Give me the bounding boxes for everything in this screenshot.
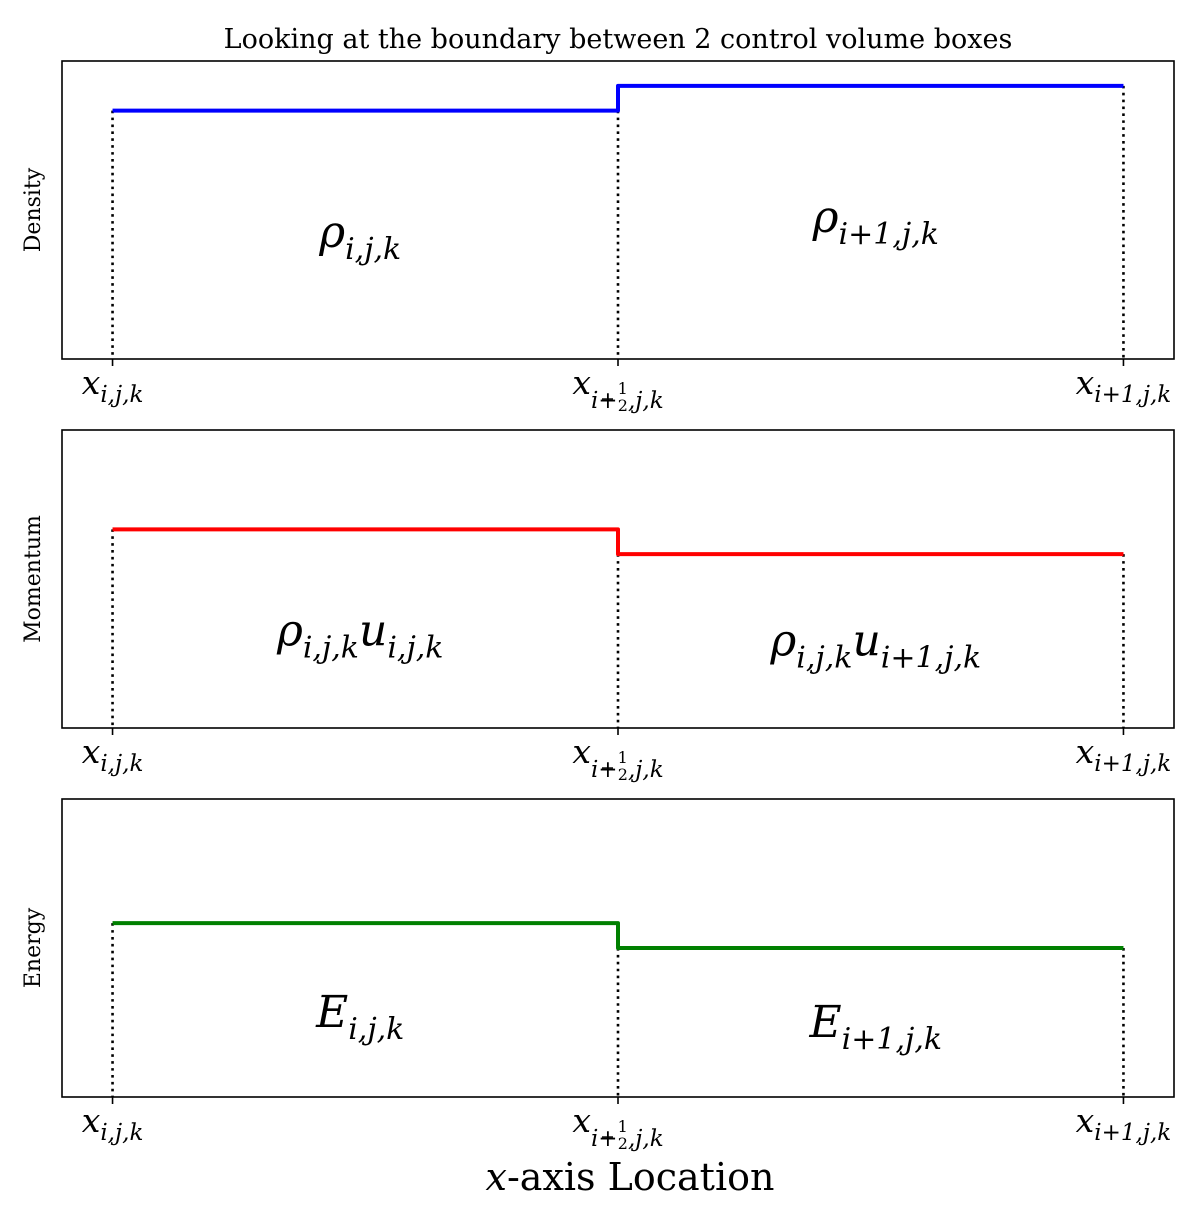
momentum-x-tick-label-0: xi,j,k xyxy=(82,732,144,777)
density-annotation-1: ρi+1,j,k xyxy=(812,192,939,252)
energy-y-axis-label: Energy xyxy=(21,907,46,988)
energy-annotation-0: Ei,j,k xyxy=(315,987,404,1047)
momentum-series-line xyxy=(112,527,1124,557)
energy-x-tick-label-0: xi,j,k xyxy=(82,1101,144,1146)
density-series-line xyxy=(112,83,1124,113)
energy-panel: Energy xi,j,k xi+1 2,j,k xi+1,j,k Ei,j,k Ei+1,… xyxy=(21,798,1175,1153)
energy-x-tick-label-1: xi+1 2,j,k xyxy=(572,1101,663,1153)
momentum-x-tick-label-1: xi+1 2,j,k xyxy=(572,732,663,784)
energy-annotation-1: Ei+1,j,k xyxy=(809,997,943,1057)
x-axis-label-text: -axis Location xyxy=(507,1155,774,1199)
density-panel: Density xi,j,k xi+1 2,j,k xi+1,j,k ρi,j,k ρi+1… xyxy=(21,60,1175,415)
momentum-y-axis-label: Momentum xyxy=(21,515,46,643)
x-axis-label: x-axis Location xyxy=(486,1155,775,1199)
energy-series-line xyxy=(112,921,1124,950)
density-x-tick-label-1: xi+1 2,j,k xyxy=(572,363,663,415)
figure-title: Looking at the boundary between 2 contro… xyxy=(224,24,1013,55)
density-x-tick-label-0: xi,j,k xyxy=(82,363,144,408)
momentum-annotation-0: ρi,j,kui,j,k xyxy=(276,606,444,666)
density-annotation-0: ρi,j,k xyxy=(318,207,401,267)
density-y-axis-label: Density xyxy=(21,167,46,252)
density-x-tick-label-2: xi+1,j,k xyxy=(1076,363,1172,408)
panels: Density xi,j,k xi+1 2,j,k xi+1,j,k ρi,j,k ρi+1… xyxy=(21,60,1175,1153)
momentum-x-tick-label-2: xi+1,j,k xyxy=(1076,732,1172,777)
energy-x-tick-label-2: xi+1,j,k xyxy=(1076,1101,1172,1146)
x-axis-label-variable: x xyxy=(486,1155,507,1199)
momentum-panel: Momentum xi,j,k xi+1 2,j,k xi+1,j,k ρi,j,kui,… xyxy=(21,429,1175,784)
momentum-annotation-1: ρi,j,kui+1,j,k xyxy=(769,616,981,676)
